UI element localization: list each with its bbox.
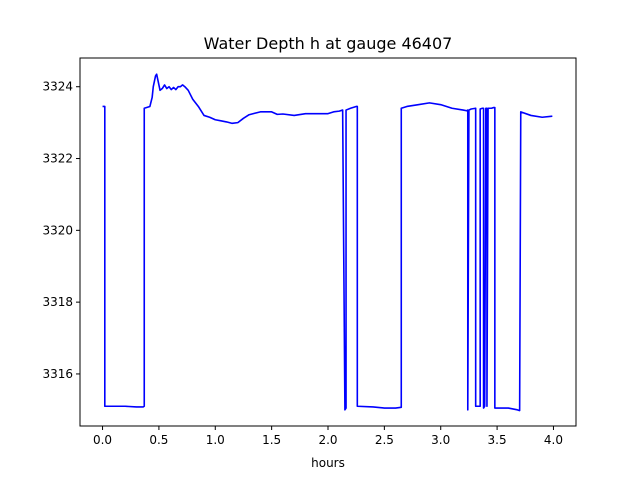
x-tick-label: 0.5 <box>149 433 168 447</box>
series-line-0 <box>102 73 553 412</box>
x-tick-label: 1.5 <box>262 433 281 447</box>
x-tick-label: 2.0 <box>318 433 337 447</box>
x-tick-label: 0.0 <box>93 433 112 447</box>
x-tick-label: 3.5 <box>488 433 507 447</box>
plot-area: 0.0 0.5 1.0 1.5 2.0 2.5 3.0 3.5 4.0 3316 3318 3320 3… <box>42 57 577 447</box>
x-tick-label: 3.0 <box>431 433 450 447</box>
x-tick-label: 4.0 <box>544 433 563 447</box>
y-tick-label: 3320 <box>42 223 73 237</box>
x-tick-label: 2.5 <box>375 433 394 447</box>
y-tick-label: 3316 <box>42 367 73 381</box>
y-tick-label: 3318 <box>42 295 73 309</box>
x-tick-label: 1.0 <box>206 433 225 447</box>
y-tick-label: 3324 <box>42 80 73 94</box>
x-axis-label: hours <box>311 456 345 470</box>
y-tick-label: 3322 <box>42 152 73 166</box>
chart-title: Water Depth h at gauge 46407 <box>204 34 453 53</box>
